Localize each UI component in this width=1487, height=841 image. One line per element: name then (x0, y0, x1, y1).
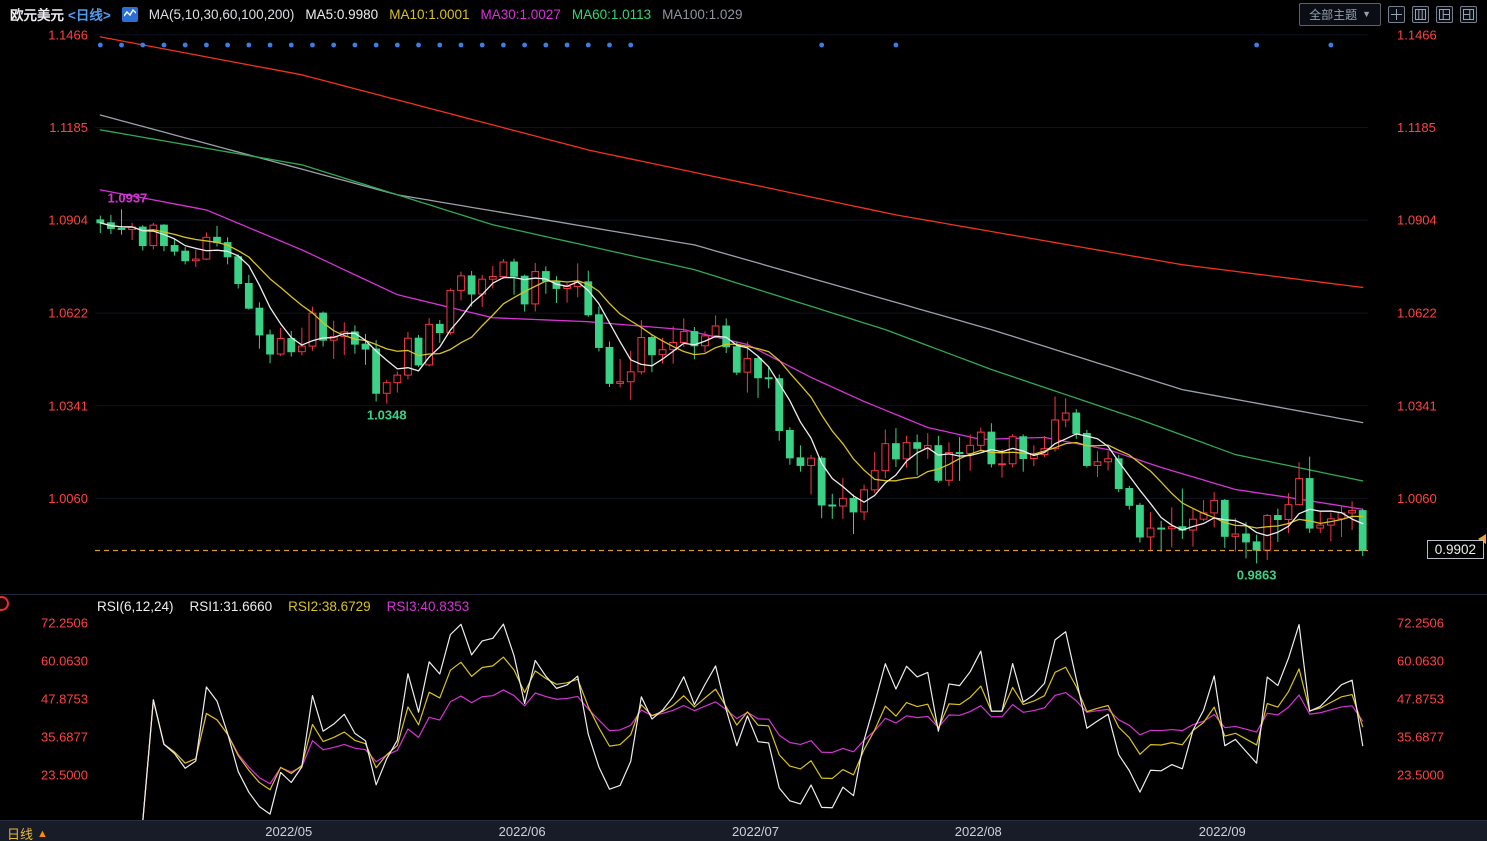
period-tab-daily[interactable]: 日线 ▲ (7, 824, 48, 841)
right-pane-layout-icon[interactable] (1460, 5, 1477, 23)
event-dot (310, 42, 315, 48)
event-dot (1254, 42, 1260, 48)
x-axis-label: 2022/08 (954, 824, 1002, 839)
event-dot (893, 42, 899, 48)
current-price-arrow-icon (1478, 534, 1486, 545)
chevron-down-icon: ▼ (1362, 9, 1371, 19)
event-dot (246, 42, 252, 48)
rsi-tick-label: 60.0630 (41, 654, 88, 669)
crosshair-pane-icon[interactable] (1388, 5, 1405, 23)
event-dot (1328, 42, 1334, 48)
ma-param-label: MA(5,10,30,60,100,200) (148, 6, 295, 22)
main-chart-panel[interactable]: 1.0937 1.0348 0.9863 1.1466 1.1466 1.1185 1.11… (0, 28, 1487, 594)
period-tag: <日线> (68, 8, 111, 23)
event-dot (543, 42, 549, 48)
event-dot (458, 42, 464, 48)
ma10-legend: MA10:1.0001 (389, 6, 470, 22)
rsi-tick-label: 35.6877 (41, 729, 88, 744)
topbar-toolbar: 全部主题 ▼ (1299, 2, 1477, 26)
ma60-legend: MA60:1.0113 (571, 6, 652, 22)
symbol-name: 欧元美元 (10, 8, 64, 23)
event-dot (607, 42, 612, 48)
price-annotation: 1.0937 (108, 190, 148, 205)
x-axis-label: 2022/05 (265, 824, 313, 839)
rsi-tick-label: 72.2506 (41, 616, 88, 631)
x-axis-label: 2022/06 (498, 824, 546, 839)
event-dot (267, 42, 273, 48)
rsi-tick-label: 72.2506 (1397, 616, 1444, 631)
triangle-up-icon: ▲ (37, 827, 48, 840)
price-tick-label: 1.1466 (48, 28, 88, 42)
ma30-legend: MA30:1.0027 (480, 6, 561, 22)
rsi-indicator-dot-icon[interactable] (0, 596, 9, 611)
event-dot (97, 42, 103, 48)
price-annotation: 0.9863 (1237, 567, 1277, 582)
event-dot (373, 42, 379, 48)
price-tick-label: 1.0060 (1397, 491, 1437, 506)
event-dot (203, 42, 209, 48)
price-tick-label: 1.1185 (49, 120, 88, 135)
price-tick-label: 1.0904 (1397, 213, 1437, 228)
rsi-param-label: RSI(6,12,24) (97, 599, 174, 614)
event-dot (140, 42, 146, 48)
price-annotation: 1.0348 (367, 407, 407, 422)
price-tick-label: 1.1466 (1397, 28, 1437, 42)
event-dot (352, 42, 358, 48)
x-axis-label: 2022/09 (1198, 824, 1246, 839)
price-tick-label: 1.0060 (48, 491, 88, 506)
event-dot (522, 42, 528, 48)
rsi1-legend: RSI1:31.6660 (189, 599, 273, 614)
left-pane-layout-icon[interactable] (1436, 5, 1453, 23)
time-axis: 日线 ▲ 2022/05 2022/06 2022/07 2022/08 2022/09 (0, 820, 1487, 841)
rsi-tick-label: 60.0630 (1397, 654, 1444, 669)
rsi-panel[interactable]: RSI(6,12,24) RSI1:31.6660 RSI2:38.6729 R… (0, 594, 1487, 820)
event-dot (331, 42, 337, 48)
main-chart-canvas[interactable]: 1.0937 1.0348 0.9863 1.1466 1.1466 1.1185 1.11… (0, 28, 1487, 594)
topbar: 欧元美元 <日线> MA(5,10,30,60,100,200) MA5:0.9… (0, 0, 1487, 28)
rsi-tick-label: 35.6877 (1397, 729, 1444, 744)
event-dot (628, 42, 634, 48)
price-tick-label: 1.0904 (48, 213, 88, 228)
rsi-tick-label: 47.8753 (1397, 691, 1444, 706)
rsi-tick-label: 23.5000 (41, 767, 88, 782)
price-tick-label: 1.0622 (48, 306, 88, 321)
x-axis-label: 2022/07 (732, 824, 780, 839)
event-dot (119, 42, 124, 48)
rsi-chart-canvas[interactable]: 72.2506 72.2506 60.0630 60.0630 47.8753 47.87… (0, 594, 1487, 820)
price-tick-label: 1.0341 (48, 398, 88, 413)
ma5-legend: MA5:0.9980 (305, 6, 379, 22)
event-dot (501, 42, 506, 48)
rsi3-legend: RSI3:40.8353 (386, 599, 470, 614)
price-tick-label: 1.1185 (1397, 120, 1436, 135)
event-dot (394, 42, 400, 48)
event-dot (416, 42, 421, 48)
rsi-legend: RSI(6,12,24) RSI1:31.6660 RSI2:38.6729 R… (97, 599, 469, 614)
kline-chart-icon[interactable] (121, 6, 138, 22)
event-dot (819, 42, 825, 48)
event-dot (479, 42, 485, 48)
event-dot (161, 42, 167, 48)
rsi2-legend: RSI2:38.6729 (288, 599, 371, 614)
event-dot (564, 42, 570, 48)
event-dot (437, 42, 443, 48)
period-tab-label: 日线 (7, 827, 34, 841)
price-tick-label: 1.0341 (1397, 398, 1437, 413)
price-tick-label: 1.0622 (1397, 306, 1437, 321)
current-price-tag: 0.9902 (1426, 540, 1484, 560)
event-dot (182, 42, 188, 48)
theme-dropdown-button[interactable]: 全部主题 ▼ (1299, 2, 1381, 26)
event-dot (225, 42, 231, 48)
rsi-tick-label: 47.8753 (41, 691, 88, 706)
rsi-tick-label: 23.5000 (1397, 767, 1444, 782)
theme-dropdown-label: 全部主题 (1309, 7, 1358, 22)
event-dot (288, 42, 294, 48)
grid-layout-icon[interactable] (1412, 5, 1429, 23)
ma100-legend: MA100:1.029 (662, 6, 743, 22)
event-dot (585, 42, 591, 48)
